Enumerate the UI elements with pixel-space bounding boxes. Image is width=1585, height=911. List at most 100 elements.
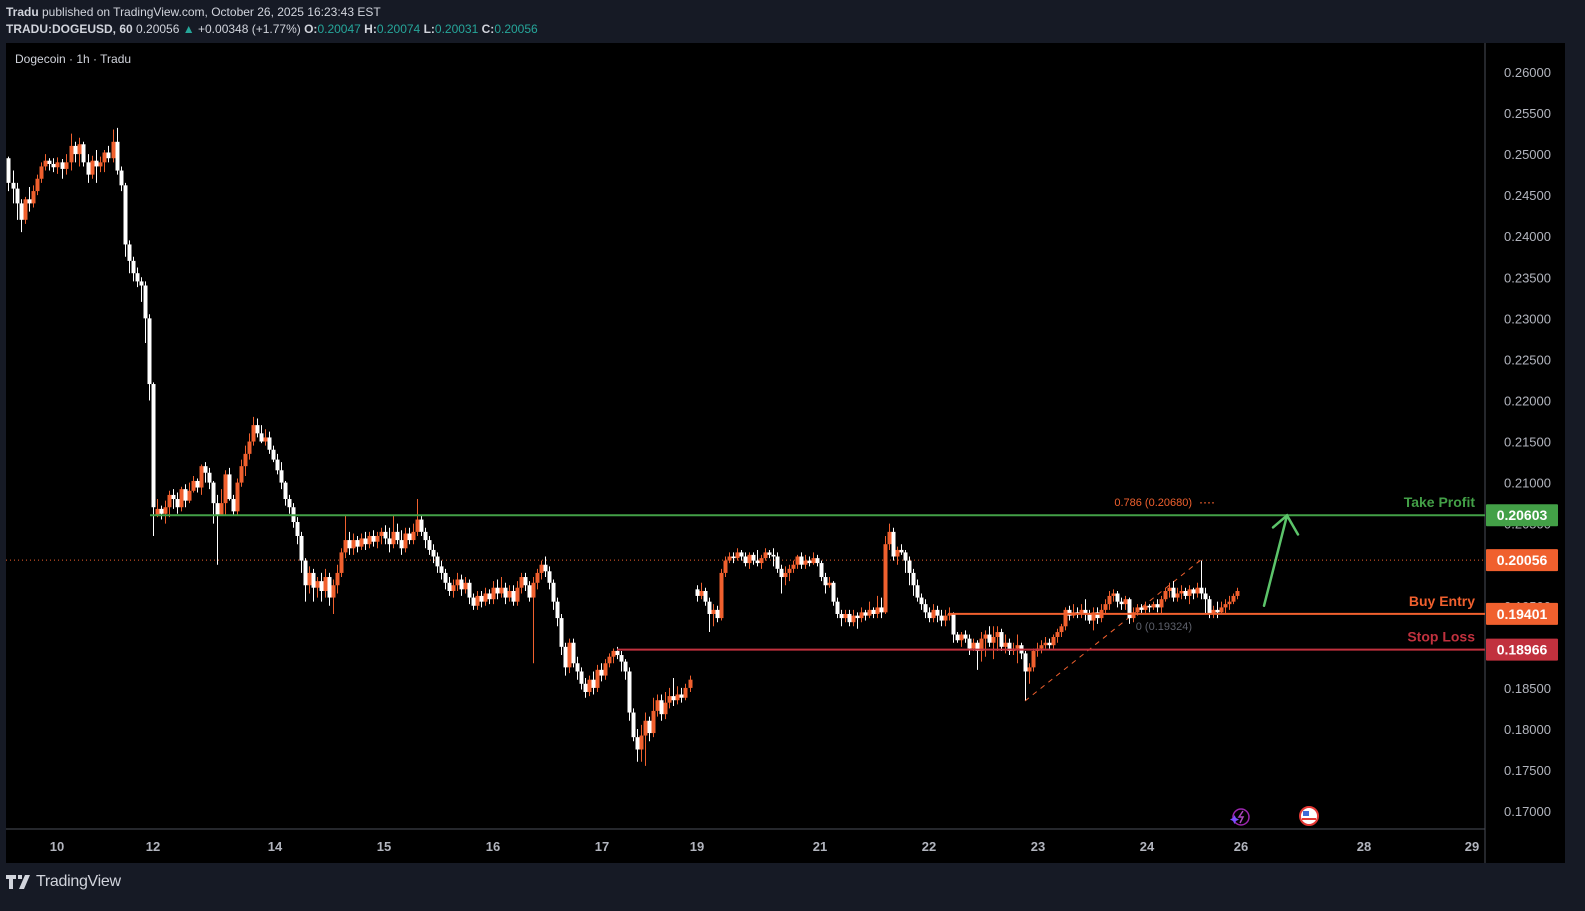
candle-down — [575, 663, 580, 672]
candle-down — [731, 556, 736, 559]
price-axis[interactable] — [1486, 43, 1565, 863]
candle-up — [1235, 590, 1240, 596]
candle-up — [1219, 607, 1224, 613]
candle-down — [647, 720, 652, 734]
candle-up — [727, 556, 732, 561]
candle-up — [243, 453, 248, 467]
candle-up — [1227, 601, 1232, 605]
candle-up — [747, 554, 752, 564]
candle-up — [979, 638, 984, 651]
candle-up — [307, 572, 312, 586]
candle-down — [987, 634, 992, 643]
price-tick: 0.21500 — [1504, 435, 1551, 450]
chart-legend: Dogecoin · 1h · Tradu — [15, 52, 132, 66]
candle-up — [1223, 604, 1228, 608]
buy-entry-price-badge — [1486, 602, 1558, 625]
candle-down — [195, 480, 200, 488]
high-value: 0.20074 — [376, 22, 421, 36]
candle-down — [147, 318, 152, 385]
candle-up — [787, 568, 792, 573]
candle-up — [1179, 590, 1184, 594]
time-tick: 26 — [1234, 839, 1248, 854]
candle-up — [811, 558, 816, 564]
candle-down — [363, 538, 368, 545]
candle-up — [507, 590, 512, 598]
candle-up — [1231, 595, 1236, 602]
candle-down — [771, 554, 776, 557]
candle-down — [327, 577, 332, 598]
candle-down — [615, 650, 620, 656]
candle-down — [939, 615, 944, 621]
candle-up — [251, 425, 256, 442]
candle-up — [1143, 605, 1148, 610]
candle-down — [855, 615, 860, 619]
take-profit-price-badge — [1486, 504, 1558, 527]
candle-up — [1123, 599, 1128, 605]
candle-up — [1175, 593, 1180, 598]
candle-up — [64, 162, 69, 169]
candle-down — [47, 160, 52, 164]
candle-up — [102, 152, 107, 163]
candle-down — [127, 244, 132, 261]
candle-up — [651, 710, 656, 734]
candle-down — [1171, 587, 1176, 598]
candle-down — [1007, 642, 1012, 651]
last-price: 0.20056 — [136, 22, 180, 36]
candle-up — [223, 474, 228, 504]
candle-up — [1051, 636, 1056, 646]
low-label: L: — [423, 22, 435, 36]
candle-down — [547, 571, 552, 583]
target-arrow[interactable] — [1262, 514, 1289, 608]
buy-entry-price-value: 0.19401 — [1497, 606, 1548, 622]
candle-down — [60, 162, 65, 169]
candle-down — [707, 601, 712, 614]
stop-loss-label: Stop Loss — [1407, 629, 1475, 645]
candle-down — [627, 671, 632, 713]
candle-down — [51, 163, 56, 168]
sparkle-icon — [1230, 815, 1239, 824]
candle-down — [631, 712, 636, 738]
candle-down — [115, 141, 120, 171]
candle-up — [1195, 587, 1200, 594]
candle-down — [999, 632, 1004, 647]
candle-down — [1147, 605, 1152, 608]
candle-up — [455, 579, 460, 586]
publish-date: published on TradingView.com, October 26… — [38, 5, 381, 19]
candle-up — [607, 656, 612, 664]
candle-down — [775, 556, 780, 569]
tradingview-logo[interactable]: TradingView — [6, 873, 121, 891]
price-tick: 0.26000 — [1504, 65, 1551, 80]
candle-down — [427, 540, 432, 550]
candle-up — [699, 590, 704, 596]
candle-down — [271, 449, 276, 460]
time-tick: 29 — [1465, 839, 1479, 854]
candle-up — [23, 199, 28, 220]
earnings-event-icon[interactable] — [1232, 808, 1250, 826]
candle-down — [347, 540, 352, 549]
candle-up — [403, 533, 408, 549]
candle-down — [279, 470, 284, 483]
candle-down — [27, 199, 32, 204]
candle-up — [315, 581, 320, 588]
price-tick: 0.17000 — [1504, 804, 1551, 819]
candle-down — [579, 671, 584, 684]
candle-down — [915, 585, 920, 598]
candle-up — [971, 642, 976, 649]
time-tick: 24 — [1140, 839, 1155, 854]
price-tick: 0.24500 — [1504, 188, 1551, 203]
candle-down — [899, 549, 904, 553]
chart-frame[interactable] — [6, 43, 1565, 863]
publisher-name: Tradu — [6, 5, 39, 19]
candle-down — [1067, 609, 1072, 616]
candle-down — [255, 425, 260, 434]
candle-up — [1211, 609, 1216, 614]
candle-up — [335, 572, 340, 586]
candle-down — [751, 554, 756, 561]
candle-down — [407, 533, 412, 541]
candle-up — [1059, 626, 1064, 633]
candle-down — [555, 601, 560, 619]
time-tick: 21 — [813, 839, 827, 854]
candle-down — [815, 558, 820, 564]
candle-down — [1087, 613, 1092, 621]
